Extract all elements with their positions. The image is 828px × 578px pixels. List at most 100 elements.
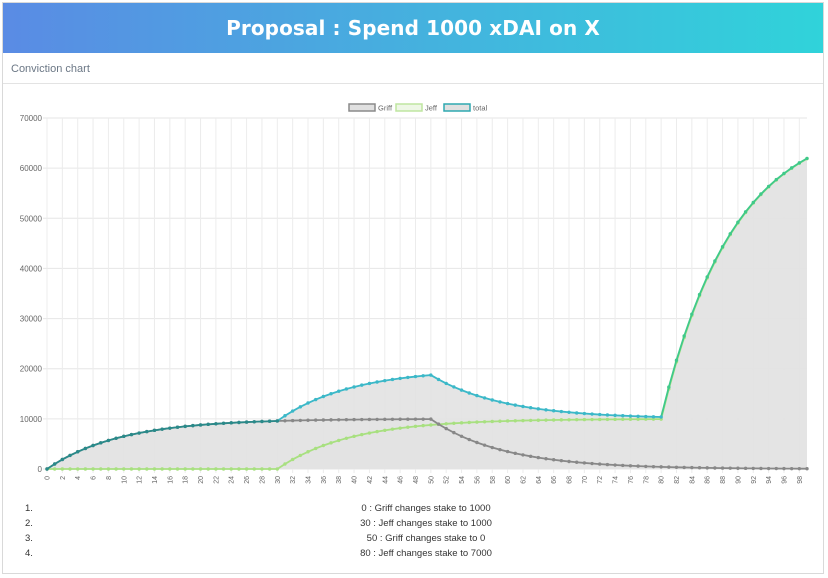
jeff-point [498, 419, 502, 423]
total-point [383, 378, 387, 383]
griff-point [551, 458, 556, 462]
jeff-point [114, 467, 118, 471]
y-tick-label: 60000 [20, 164, 43, 173]
griff-point [582, 461, 587, 465]
total-point [482, 396, 487, 400]
total-point [674, 358, 679, 362]
total-point [129, 432, 134, 437]
total-point [789, 166, 794, 170]
total-point [298, 405, 303, 409]
x-tick-label: 68 [567, 476, 574, 484]
legend-label: Griff [378, 104, 393, 113]
griff-point [774, 466, 778, 471]
event-text: 30 : Jeff changes stake to 1000 [360, 518, 492, 529]
total-point [467, 391, 471, 395]
total-point [191, 423, 195, 428]
jeff-point [567, 418, 571, 422]
jeff-point [582, 417, 587, 422]
jeff-point [613, 417, 617, 422]
jeff-point [544, 418, 548, 422]
total-point [252, 420, 256, 424]
jeff-point [413, 424, 418, 429]
griff-point [306, 418, 310, 422]
x-tick-label: 28 [259, 476, 266, 484]
griff-point [329, 418, 333, 422]
x-tick-label: 20 [198, 476, 205, 484]
x-tick-label: 82 [674, 476, 681, 484]
jeff-point [475, 420, 479, 424]
x-tick-label: 0 [45, 476, 52, 480]
jeff-point [137, 467, 141, 471]
total-point [260, 419, 264, 424]
total-point [83, 446, 88, 451]
griff-point [697, 466, 702, 470]
griff-point [751, 466, 755, 471]
griff-point [605, 462, 610, 467]
total-point [766, 184, 771, 189]
total-point [575, 411, 579, 415]
griff-point [444, 426, 448, 431]
griff-point [406, 417, 410, 421]
griff-point [575, 460, 579, 464]
jeff-point [398, 426, 402, 430]
x-tick-label: 2 [60, 476, 67, 480]
total-point [720, 245, 725, 249]
x-tick-label: 36 [321, 476, 328, 484]
jeff-point [360, 432, 364, 437]
total-point [782, 171, 786, 176]
jeff-point [145, 467, 149, 471]
y-tick-label: 0 [38, 465, 43, 474]
total-point [152, 428, 157, 433]
x-tick-label: 76 [628, 476, 635, 484]
total-point [544, 408, 548, 412]
griff-point [436, 422, 441, 426]
total-point [667, 385, 671, 389]
legend-swatch [443, 103, 471, 112]
total-point [360, 383, 364, 387]
jeff-point [122, 467, 126, 471]
total-point [145, 429, 149, 434]
legend-label: Jeff [425, 104, 438, 113]
jeff-point [76, 467, 80, 471]
total-point [567, 410, 571, 414]
griff-point [398, 417, 402, 421]
jeff-point [505, 419, 510, 423]
x-tick-label: 46 [398, 476, 405, 484]
griff-point [559, 458, 564, 463]
jeff-point [467, 420, 471, 425]
event-item: 1. 0 : Griff changes stake to 1000 [3, 503, 823, 518]
total-point [91, 443, 95, 448]
x-tick-label: 86 [705, 476, 712, 484]
total-point [421, 374, 425, 378]
jeff-point [160, 467, 164, 471]
griff-point [367, 417, 372, 422]
total-point [429, 373, 433, 377]
griff-point [759, 466, 763, 471]
jeff-point [298, 453, 303, 458]
griff-point [720, 466, 725, 470]
x-tick-label: 18 [183, 476, 190, 484]
total-point [398, 376, 402, 381]
total-point [743, 210, 748, 214]
total-point [436, 377, 441, 382]
event-text: 0 : Griff changes stake to 1000 [361, 503, 491, 514]
x-tick-label: 74 [613, 476, 620, 484]
griff-point [498, 447, 502, 452]
jeff-point [375, 429, 379, 434]
griff-point [713, 466, 717, 470]
x-tick-label: 24 [229, 476, 236, 484]
jeff-point [421, 423, 425, 428]
griff-point [475, 440, 479, 445]
total-point [697, 292, 702, 297]
jeff-point [536, 418, 541, 422]
chart-series [45, 156, 809, 471]
jeff-point [60, 467, 65, 471]
total-point [45, 467, 49, 471]
total-point [76, 450, 80, 454]
total-point [505, 401, 510, 406]
total-point [306, 401, 310, 405]
jeff-point [621, 417, 625, 421]
jeff-point [91, 467, 95, 471]
total-point [114, 436, 118, 440]
griff-point [375, 417, 379, 422]
